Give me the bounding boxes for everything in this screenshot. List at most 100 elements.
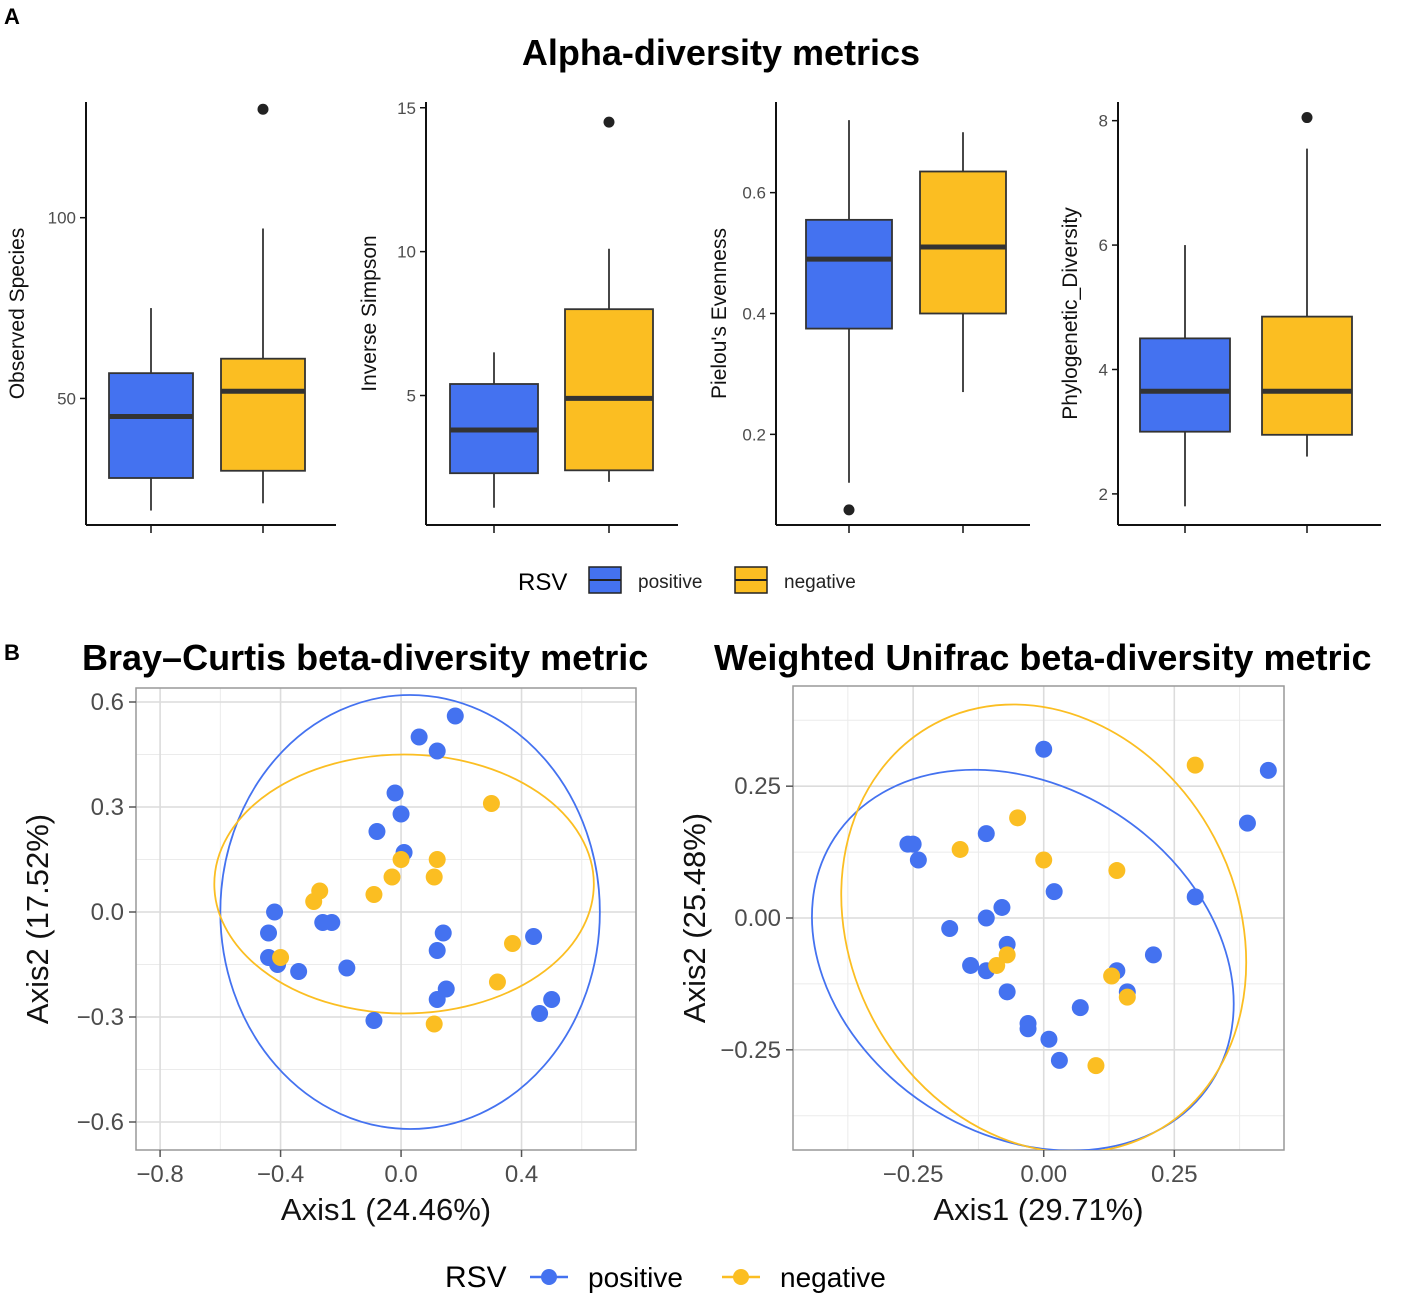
positive-point (1238, 814, 1256, 832)
y-tick-label: 0.3 (91, 794, 124, 821)
alpha-legend-title: RSV (518, 569, 567, 596)
x-axis-label: Axis1 (24.46%) (281, 1192, 491, 1227)
negative-point (504, 935, 522, 952)
y-tick-label: 0.6 (742, 184, 766, 203)
x-tick-label: −0.25 (883, 1161, 944, 1188)
positive-point (1040, 1030, 1058, 1048)
positive-point (977, 909, 995, 927)
positive-point (962, 956, 980, 974)
alpha-legend-positive-label: positive (638, 572, 702, 593)
x-tick-label: −0.8 (136, 1161, 183, 1188)
positive-point (323, 914, 341, 931)
positive-box (108, 372, 194, 479)
negative-point (988, 956, 1006, 974)
positive-point (941, 920, 959, 938)
negative-outlier (257, 103, 269, 115)
y-tick-label: 0.0 (91, 899, 124, 926)
y-tick-label: −0.25 (720, 1037, 781, 1064)
y-axis-label: Inverse Simpson (358, 235, 381, 391)
box-plot-pielou-evenness: 0.2 0.4 0.6 Pielou's Evenness (708, 102, 1030, 533)
y-tick-label: 0.00 (734, 905, 781, 932)
positive-point (365, 1012, 383, 1029)
positive-point (543, 991, 561, 1008)
positive-ellipse (811, 768, 1235, 1150)
y-axis-label: Observed Species (6, 228, 29, 400)
positive-point (266, 903, 284, 921)
beta-legend-positive-label: positive (588, 1262, 683, 1293)
negative-box (919, 170, 1007, 315)
alpha-legend: RSV positive negative (518, 566, 856, 596)
negative-ellipse (840, 703, 1248, 1150)
x-tick-label: 0.0 (384, 1161, 417, 1188)
positive-box (1139, 337, 1231, 433)
beta-legend-title: RSV (445, 1261, 507, 1294)
y-tick-label: 15 (397, 99, 416, 118)
scatter-weighted-unifrac: −0.25 0.00 0.25 −0.25 0.00 0.25 Axis1 (29.71%)… (677, 685, 1285, 1227)
positive-point (1259, 761, 1277, 779)
y-tick-label: 10 (397, 243, 416, 262)
negative-point (1108, 862, 1126, 880)
negative-point (365, 886, 383, 903)
positive-point (260, 924, 278, 942)
box-plot-inverse-simpson: 5 10 15 Inverse Simpson (358, 99, 678, 533)
negative-point (272, 949, 290, 966)
positive-point (410, 728, 428, 746)
box-plot-observed-species: 50 100 Observed Species (6, 102, 336, 533)
negative-point (998, 946, 1016, 964)
positive-point (525, 928, 543, 945)
positive-point (386, 784, 404, 802)
positive-point (993, 898, 1011, 916)
positive-outlier (843, 504, 855, 516)
positive-point (1186, 888, 1204, 906)
y-tick-label: −0.6 (77, 1109, 124, 1136)
negative-box (1261, 315, 1353, 436)
box-plot-phylogenetic-diversity: 2 4 6 8 Phylogenetic_Diversity (1059, 102, 1381, 533)
y-tick-label: 100 (48, 209, 76, 228)
negative-point (425, 1015, 443, 1033)
y-tick-label: 0.4 (742, 305, 766, 324)
positive-point (428, 742, 446, 760)
negative-point (1186, 756, 1204, 774)
negative-ellipse (213, 753, 595, 1015)
positive-point (434, 924, 452, 942)
positive-point (428, 991, 446, 1008)
y-tick-label: 0.2 (742, 425, 766, 444)
negative-box (564, 308, 654, 472)
positive-point (428, 942, 446, 959)
ellipse-layer (213, 694, 601, 1130)
alpha-diversity-title: Alpha-diversity metrics (521, 32, 921, 73)
positive-point (904, 835, 922, 853)
negative-point (1009, 809, 1027, 827)
beta-legend-negative-point (733, 1269, 749, 1285)
negative-point (1118, 988, 1136, 1006)
negative-point (392, 851, 410, 868)
scatter-bray-curtis: −0.8 −0.4 0.0 0.4 −0.6 −0.3 0.0 0.3 0.6 Axis1 (24… (20, 687, 637, 1227)
positive-point (368, 823, 386, 840)
positive-box (805, 218, 893, 330)
negative-outlier (1301, 112, 1313, 124)
negative-point (428, 851, 446, 868)
y-tick-label: 0.6 (91, 689, 124, 716)
y-tick-label: 8 (1099, 112, 1108, 131)
negative-point (311, 882, 329, 900)
y-tick-label: 4 (1099, 360, 1108, 379)
x-tick-label: 0.00 (1020, 1161, 1067, 1188)
negative-point (951, 840, 969, 858)
y-tick-label: 6 (1099, 236, 1108, 255)
panel-b-label: B (4, 640, 20, 665)
negative-point (383, 868, 401, 886)
x-tick-label: 0.25 (1151, 1161, 1198, 1188)
ellipse-layer (811, 703, 1248, 1150)
negative-outlier (603, 116, 615, 128)
positive-point (392, 805, 410, 823)
positive-point (998, 983, 1016, 1001)
bray-curtis-title: Bray–Curtis beta-diversity metric (82, 637, 649, 678)
y-tick-label: 50 (57, 389, 76, 408)
negative-point (1087, 1057, 1105, 1075)
y-tick-label: 2 (1099, 485, 1108, 504)
alpha-legend-negative-label: negative (784, 572, 856, 593)
plot-border (135, 687, 637, 1151)
weighted-unifrac-title: Weighted Unifrac beta-diversity metric (714, 637, 1372, 678)
y-tick-label: 5 (407, 387, 416, 406)
